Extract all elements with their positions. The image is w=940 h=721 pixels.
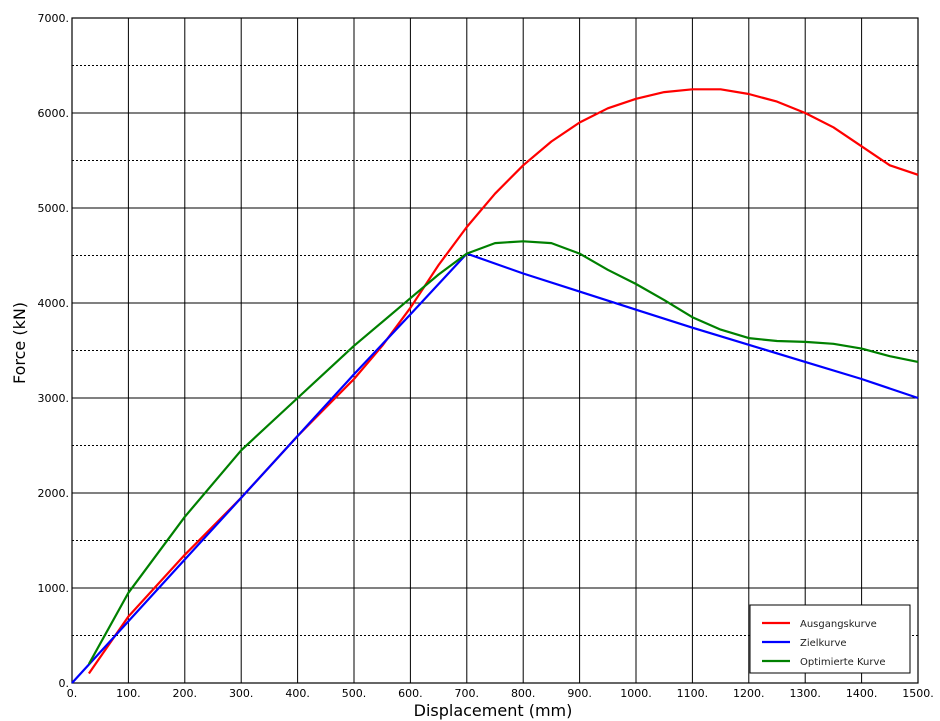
x-tick-labels: 0. 100. 200. 300. 400. 500. 600. 700. 800. 900. 10…	[67, 687, 934, 700]
legend-label: Zielkurve	[800, 638, 847, 649]
y-tick-label: 0.	[59, 677, 70, 690]
x-axis-label: Displacement (mm)	[414, 701, 573, 720]
plot-frame	[71, 17, 919, 684]
x-tick-label: 900.	[567, 687, 592, 700]
x-tick-label: 600.	[398, 687, 423, 700]
series-layer	[71, 88, 919, 684]
x-tick-label: 1500.	[902, 687, 934, 700]
y-tick-label: 7000.	[38, 12, 70, 25]
x-tick-label: 1400.	[846, 687, 878, 700]
series-line-optimierte-kurve	[87, 240, 919, 665]
legend-label: Ausgangskurve	[800, 619, 877, 630]
y-tick-label: 5000.	[38, 202, 70, 215]
y-tick-label: 4000.	[38, 297, 70, 310]
legend-label: Optimierte Kurve	[800, 657, 886, 668]
x-tick-label: 0.	[67, 687, 78, 700]
x-tick-label: 300.	[229, 687, 254, 700]
x-tick-label: 800.	[511, 687, 536, 700]
x-tick-label: 100.	[116, 687, 141, 700]
x-tick-label: 700.	[455, 687, 480, 700]
x-tick-label: 200.	[173, 687, 198, 700]
y-axis-label: Force (kN)	[10, 302, 29, 384]
y-tick-label: 3000.	[38, 392, 70, 405]
y-tick-labels: 0. 1000. 2000. 3000. 4000. 5000. 6000. 7000.	[38, 12, 70, 690]
minor-grid	[72, 65, 918, 636]
y-tick-label: 2000.	[38, 487, 70, 500]
y-tick-label: 1000.	[38, 582, 70, 595]
x-tick-label: 500.	[342, 687, 367, 700]
x-tick-label: 1000.	[620, 687, 652, 700]
series-line-zielkurve	[71, 252, 919, 684]
x-tick-label: 400.	[285, 687, 310, 700]
x-tick-label: 1100.	[677, 687, 709, 700]
y-tick-label: 6000.	[38, 107, 70, 120]
x-tick-label: 1200.	[733, 687, 765, 700]
x-tick-label: 1300.	[789, 687, 821, 700]
legend: Ausgangskurve Zielkurve Optimierte Kurve	[749, 604, 911, 674]
